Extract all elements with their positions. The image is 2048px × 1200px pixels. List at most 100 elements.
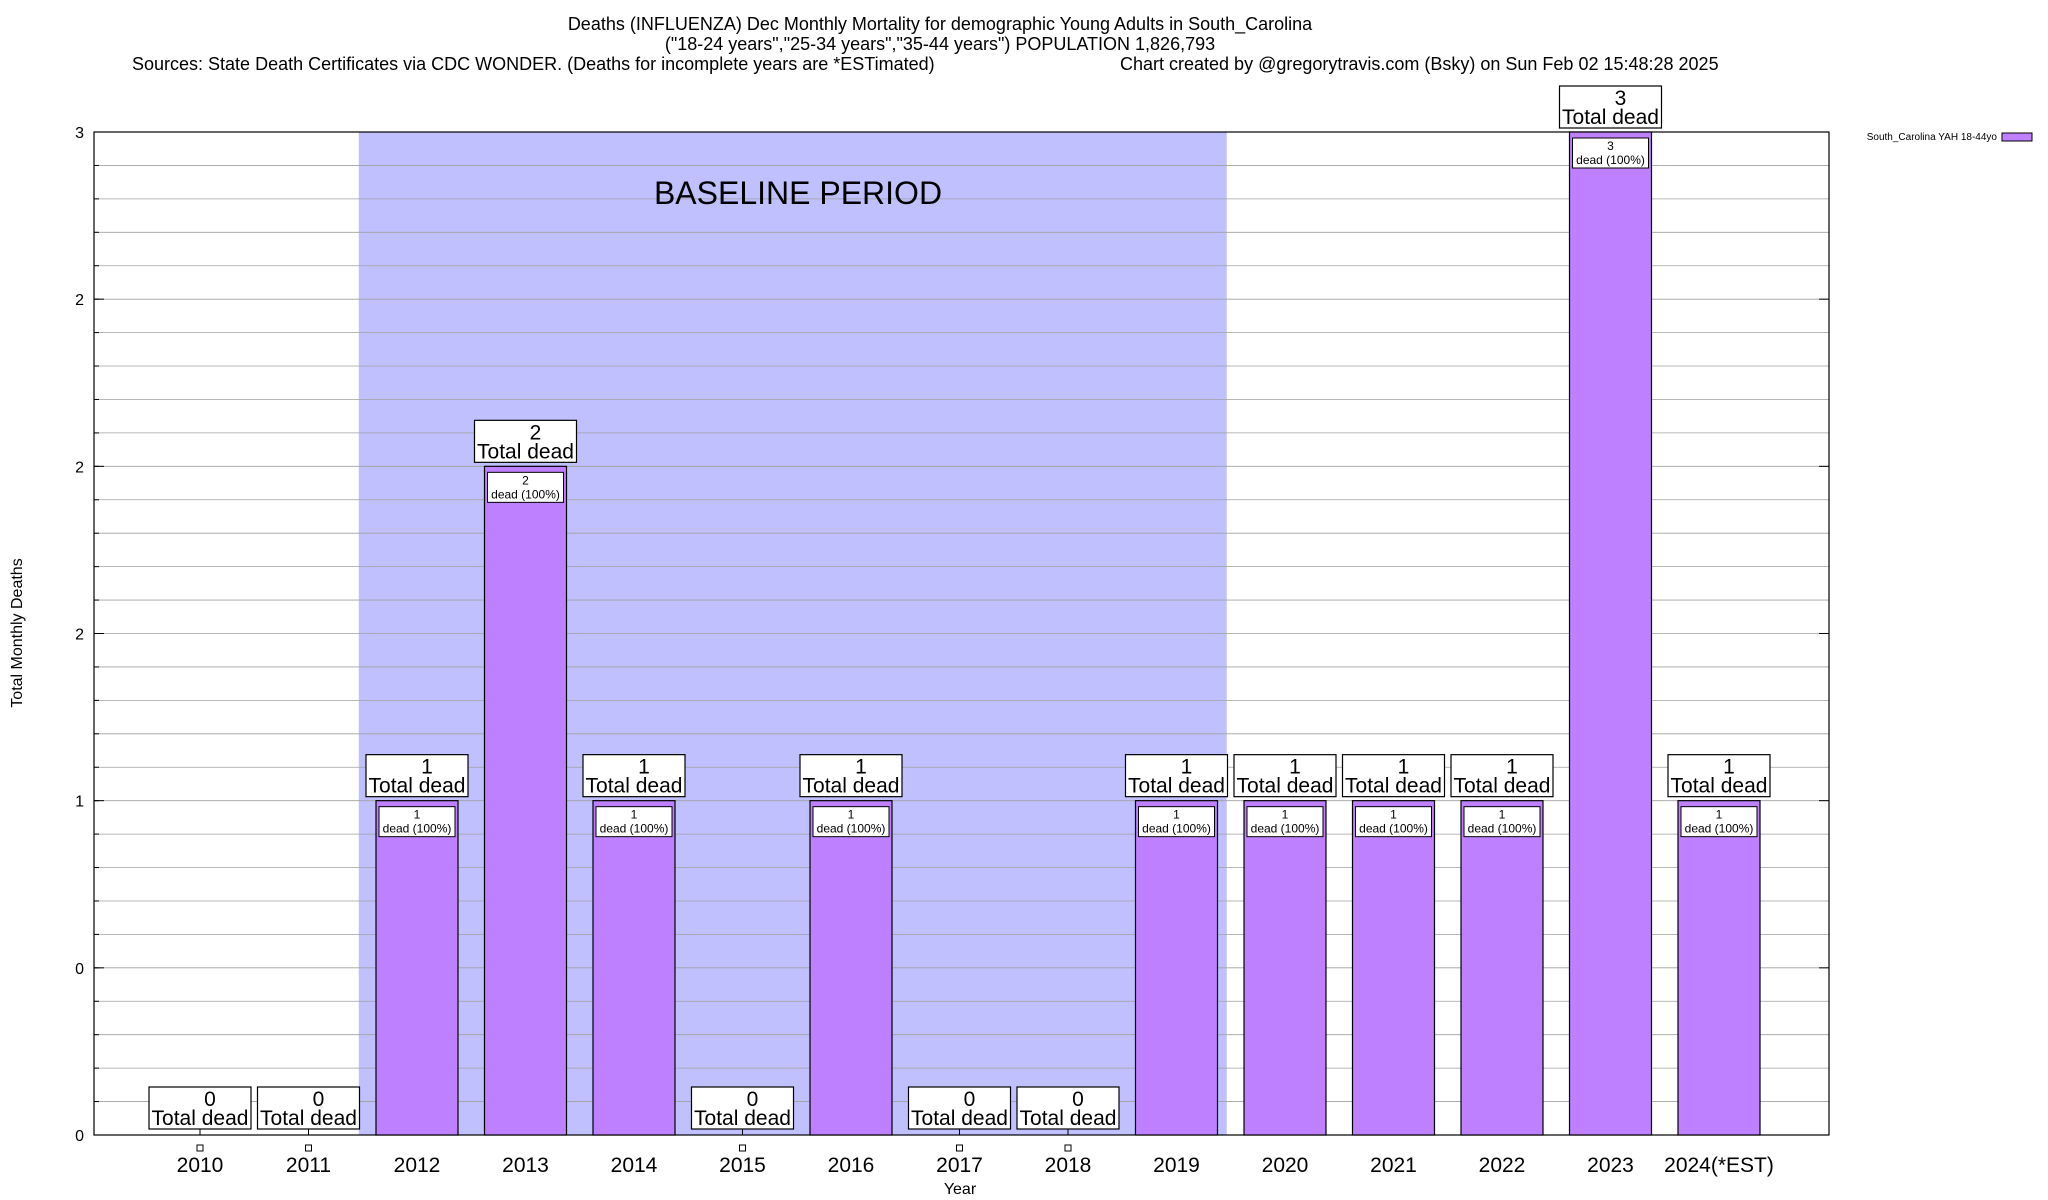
chart-sources: Sources: State Death Certificates via CD… xyxy=(132,54,935,74)
total-value-label: 1 xyxy=(1723,756,1735,779)
total-value-label: 0 xyxy=(204,1088,216,1111)
segment-percent-label: dead (100%) xyxy=(491,487,560,501)
x-tick-label: 2014 xyxy=(611,1154,658,1177)
x-axis-label: Year xyxy=(944,1181,977,1198)
segment-label-box xyxy=(1572,137,1649,169)
segment-label-box xyxy=(1138,806,1215,838)
y-axis-label: Total Monthly Deaths xyxy=(9,558,26,707)
x-tick-label: 2020 xyxy=(1262,1154,1309,1177)
total-dead-label: Total dead xyxy=(1237,775,1334,798)
segment-value-label: 1 xyxy=(1282,808,1289,822)
total-label-box xyxy=(907,1086,1012,1130)
x-tick-label: 2015 xyxy=(719,1154,766,1177)
x-tick-label: 2012 xyxy=(394,1154,441,1177)
segment-value-label: 1 xyxy=(414,808,421,822)
total-label-box xyxy=(256,1086,361,1130)
total-value-label: 1 xyxy=(421,756,433,779)
total-value-label: 3 xyxy=(1615,87,1627,110)
segment-label-box xyxy=(595,806,673,838)
segment-percent-label: dead (100%) xyxy=(1576,153,1645,167)
segment-label-box xyxy=(1246,806,1324,838)
total-dead-label: Total dead xyxy=(1671,775,1768,798)
total-label-box xyxy=(1016,1086,1120,1130)
total-label-box xyxy=(1450,754,1554,798)
x-tick-label: 2022 xyxy=(1479,1154,1526,1177)
plot-frame xyxy=(93,131,1830,1136)
bar xyxy=(1460,800,1544,1136)
segment-label-box xyxy=(1463,806,1541,838)
total-label-box xyxy=(365,754,469,798)
segment-label-box xyxy=(1680,806,1758,838)
y-tick-label: 2 xyxy=(75,459,84,476)
total-dead-label: Total dead xyxy=(1020,1107,1117,1130)
segment-value-label: 1 xyxy=(848,808,855,822)
total-label-box xyxy=(690,1086,795,1130)
total-value-label: 1 xyxy=(1289,756,1301,779)
segment-value-label: 1 xyxy=(631,808,638,822)
total-label-box xyxy=(1233,754,1337,798)
segment-percent-label: dead (100%) xyxy=(600,822,669,836)
x-tick-label: 2016 xyxy=(828,1154,875,1177)
segment-percent-label: dead (100%) xyxy=(1251,822,1320,836)
segment-percent-label: dead (100%) xyxy=(1359,822,1428,836)
segment-percent-label: dead (100%) xyxy=(817,822,886,836)
total-label-box xyxy=(799,754,903,798)
zero-marker xyxy=(196,1144,204,1152)
baseline-label: BASELINE PERIOD xyxy=(654,175,942,211)
x-tick-label: 2019 xyxy=(1153,1154,1200,1177)
chart-subtitle: ("18-24 years","25-34 years","35-44 year… xyxy=(664,34,1216,54)
total-dead-label: Total dead xyxy=(477,440,574,463)
y-tick-label: 0 xyxy=(75,961,84,978)
segment-value-label: 2 xyxy=(522,473,529,487)
total-value-label: 1 xyxy=(638,756,650,779)
total-value-label: 1 xyxy=(1181,756,1193,779)
total-label-box xyxy=(1667,754,1771,798)
segment-value-label: 1 xyxy=(1390,808,1397,822)
segment-value-label: 1 xyxy=(1173,808,1180,822)
total-value-label: 1 xyxy=(1506,756,1518,779)
total-dead-label: Total dead xyxy=(1454,775,1551,798)
zero-marker xyxy=(1064,1144,1072,1152)
zero-marker xyxy=(956,1144,963,1152)
x-tick-label: 2017 xyxy=(936,1154,983,1177)
x-tick-label: 2021 xyxy=(1370,1154,1417,1177)
x-tick-label: 2013 xyxy=(502,1154,549,1177)
bar xyxy=(809,800,893,1136)
zero-marker xyxy=(739,1144,746,1152)
segment-percent-label: dead (100%) xyxy=(1685,822,1754,836)
x-tick-label: 2023 xyxy=(1587,1154,1634,1177)
y-tick-label: 0 xyxy=(75,1128,84,1145)
total-dead-label: Total dead xyxy=(1562,106,1659,129)
zero-marker xyxy=(305,1144,312,1152)
bar xyxy=(1568,131,1653,1136)
segment-percent-label: dead (100%) xyxy=(1468,822,1537,836)
segment-percent-label: dead (100%) xyxy=(383,822,452,836)
bar xyxy=(592,800,676,1136)
bar xyxy=(483,465,568,1136)
total-dead-label: Total dead xyxy=(152,1107,249,1130)
total-label-box xyxy=(582,754,686,798)
legend-label: South_Carolina YAH 18-44yo xyxy=(1867,132,1998,143)
total-dead-label: Total dead xyxy=(369,775,466,798)
bar xyxy=(1134,800,1219,1136)
total-label-box xyxy=(1558,85,1663,129)
y-tick-label: 2 xyxy=(75,627,84,644)
segment-value-label: 1 xyxy=(1716,808,1723,822)
total-label-box xyxy=(1124,754,1229,798)
x-tick-label: 2024(*EST) xyxy=(1664,1154,1774,1177)
total-dead-label: Total dead xyxy=(694,1107,791,1130)
bar xyxy=(1243,800,1327,1136)
x-tick-label: 2011 xyxy=(286,1154,331,1177)
total-dead-label: Total dead xyxy=(586,775,683,798)
y-tick-label: 1 xyxy=(75,794,84,811)
segment-label-box xyxy=(1355,806,1432,838)
segment-label-box xyxy=(812,806,890,838)
y-tick-label: 3 xyxy=(75,125,84,142)
chart-title: Deaths (INFLUENZA) Dec Monthly Mortality… xyxy=(567,14,1313,34)
total-dead-label: Total dead xyxy=(911,1107,1008,1130)
bar xyxy=(1351,800,1436,1136)
total-label-box xyxy=(148,1086,252,1130)
total-value-label: 2 xyxy=(530,421,542,444)
segment-label-box xyxy=(487,471,564,503)
